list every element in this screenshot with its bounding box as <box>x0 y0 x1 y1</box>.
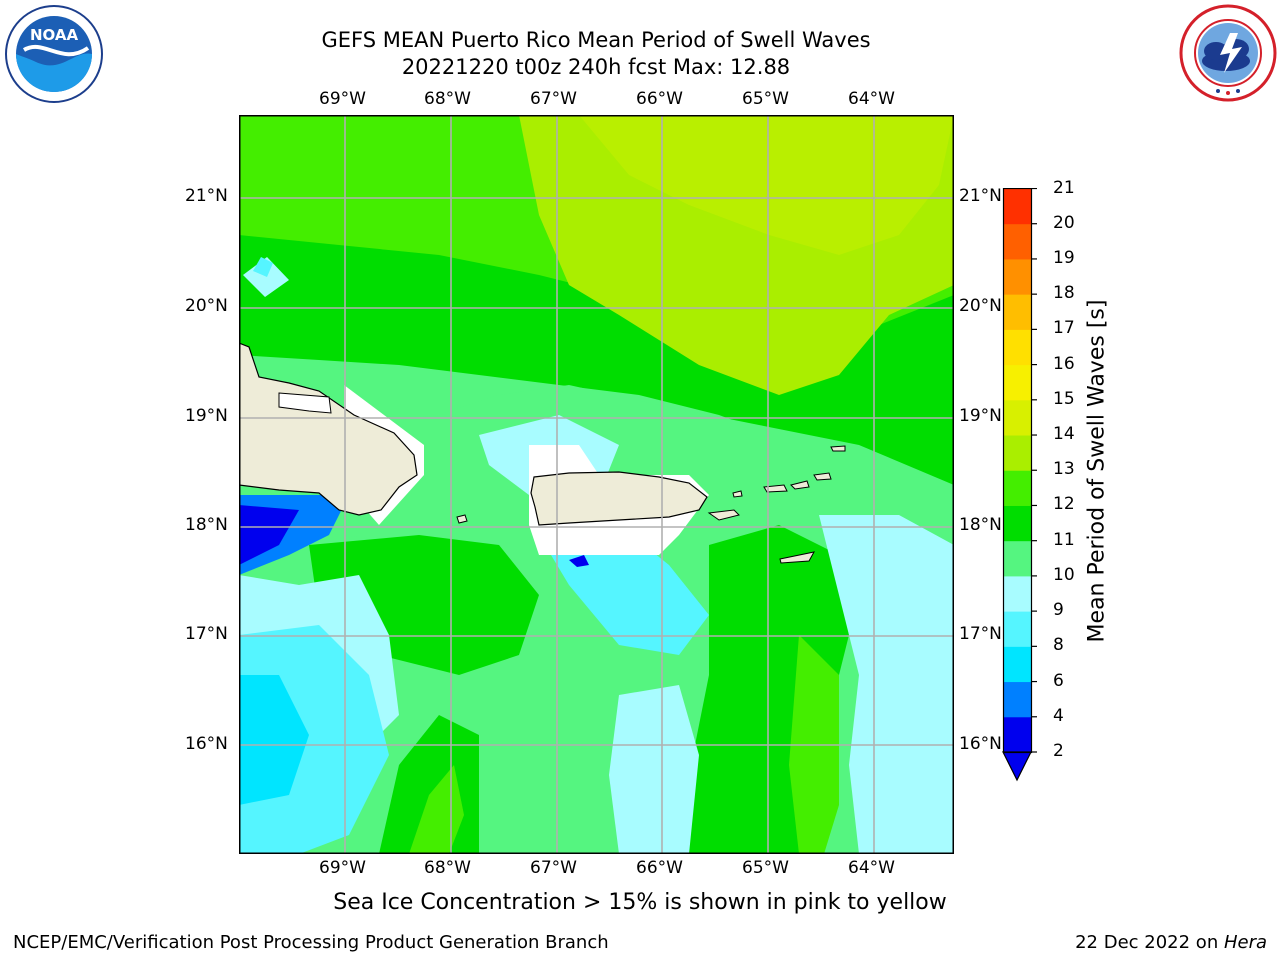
colorbar-segment <box>1003 716 1032 753</box>
lon-label-top: 64°W <box>848 89 895 109</box>
colorbar-segment <box>1003 470 1032 506</box>
lon-label-bottom: 66°W <box>636 858 683 878</box>
hispaniola-land <box>239 342 418 516</box>
chart-subtitle-run-info: 20221220 t00z 240h fcst Max: 12.88 <box>401 55 791 79</box>
colorbar-tick-label: 19 <box>1053 247 1075 268</box>
colorbar-tick-label: 17 <box>1053 318 1075 339</box>
chart-title: GEFS MEAN Puerto Rico Mean Period of Swe… <box>321 28 871 52</box>
colorbar-tick-label: 10 <box>1053 564 1075 585</box>
colorbar-segment <box>1003 258 1032 295</box>
lon-label-top: 68°W <box>424 89 471 109</box>
colorbar-segment <box>1003 399 1032 436</box>
colorbar-tick-label: 18 <box>1053 283 1075 304</box>
colorbar-segment <box>1003 435 1032 471</box>
colorbar-tick-label: 21 <box>1053 177 1075 198</box>
colorbar-segment <box>1003 575 1032 612</box>
lon-label-bottom: 64°W <box>848 858 895 878</box>
lat-label-left: 17°N <box>185 624 228 644</box>
colorbar-tick-label: 16 <box>1053 353 1075 374</box>
lon-label-top: 66°W <box>636 89 683 109</box>
lat-label-left: 20°N <box>185 296 228 316</box>
lon-label-bottom: 65°W <box>742 858 789 878</box>
lon-label-top: 65°W <box>742 89 789 109</box>
colorbar <box>1002 188 1037 782</box>
lat-label-left: 16°N <box>185 734 228 754</box>
lat-label-left: 18°N <box>185 515 228 535</box>
colorbar-segment <box>1003 294 1032 330</box>
colorbar-tick-label: 4 <box>1053 705 1064 726</box>
colorbar-tick-label: 11 <box>1053 529 1075 550</box>
colorbar-segment <box>1003 188 1032 225</box>
colorbar-label: Mean Period of Swell Waves [s] <box>1084 299 1110 643</box>
colorbar-segment <box>1003 223 1032 260</box>
colorbar-tick-label: 2 <box>1053 741 1064 761</box>
gonave-gulf <box>278 392 332 414</box>
lat-label-right: 19°N <box>959 406 1002 426</box>
colorbar-segment <box>1003 329 1032 366</box>
lon-label-bottom: 69°W <box>319 858 366 878</box>
lat-label-right: 21°N <box>959 186 1002 206</box>
swell-period-map <box>239 115 954 854</box>
puerto-rico-land <box>530 471 708 526</box>
footer-machine: Hera <box>1223 932 1267 953</box>
colorbar-tick-label: 12 <box>1053 494 1075 515</box>
noaa-logo-text: NOAA <box>30 26 79 44</box>
colorbar-segment <box>1003 681 1032 718</box>
colorbar-tick-label: 8 <box>1053 635 1064 656</box>
lat-label-right: 20°N <box>959 296 1002 316</box>
colorbar-tick-label: 13 <box>1053 459 1075 480</box>
lat-label-left: 21°N <box>185 186 228 206</box>
colorbar-tick-label: 9 <box>1053 600 1064 621</box>
colorbar-segment <box>1003 611 1032 647</box>
lon-label-bottom: 67°W <box>530 858 577 878</box>
colorbar-segment <box>1003 540 1032 577</box>
lon-label-top: 69°W <box>319 89 366 109</box>
lat-label-right: 17°N <box>959 624 1002 644</box>
footer-date-text: 22 Dec 2022 on <box>1075 932 1224 953</box>
colorbar-extend-arrow <box>1002 751 1032 782</box>
colorbar-tick-label: 15 <box>1053 388 1075 409</box>
colorbar-tick-label: 6 <box>1053 670 1064 691</box>
lat-label-right: 18°N <box>959 515 1002 535</box>
lon-label-bottom: 68°W <box>424 858 471 878</box>
sea-ice-note: Sea Ice Concentration > 15% is shown in … <box>333 890 947 915</box>
colorbar-segment <box>1003 646 1032 683</box>
lat-label-right: 16°N <box>959 734 1002 754</box>
map-gridlines <box>239 115 954 854</box>
noaa-logo-icon: NOAA <box>5 5 103 103</box>
lat-label-left: 19°N <box>185 406 228 426</box>
footer-branch: NCEP/EMC/Verification Post Processing Pr… <box>13 932 609 953</box>
colorbar-tick-label: 14 <box>1053 424 1075 445</box>
colorbar-segment <box>1003 505 1032 542</box>
nws-logo-icon <box>1179 4 1277 102</box>
lon-label-top: 67°W <box>530 89 577 109</box>
colorbar-tick-label: 20 <box>1053 212 1075 233</box>
colorbar-segment <box>1003 364 1032 401</box>
footer-date: 22 Dec 2022 on Hera <box>1075 932 1267 953</box>
